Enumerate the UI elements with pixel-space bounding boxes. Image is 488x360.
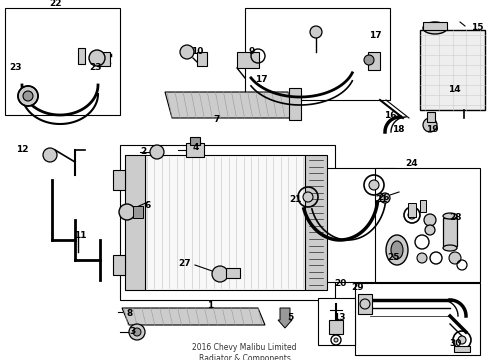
Text: 2: 2 — [140, 148, 146, 157]
Circle shape — [89, 50, 105, 66]
Bar — [289, 168, 394, 282]
Text: 27: 27 — [178, 260, 191, 269]
Bar — [113, 255, 125, 275]
Text: 26: 26 — [376, 193, 388, 202]
Text: 16: 16 — [383, 111, 395, 120]
Bar — [145, 155, 305, 290]
Ellipse shape — [422, 22, 446, 34]
Bar — [197, 52, 206, 66]
Text: 23: 23 — [88, 63, 101, 72]
FancyArrow shape — [278, 308, 291, 328]
Circle shape — [303, 192, 312, 202]
Bar — [288, 88, 301, 120]
Bar — [419, 200, 425, 212]
Bar — [426, 112, 434, 122]
Text: 24: 24 — [405, 158, 417, 167]
Bar — [125, 155, 145, 290]
Bar — [237, 52, 259, 68]
Circle shape — [379, 193, 389, 203]
Circle shape — [424, 225, 434, 235]
Bar — [120, 145, 334, 300]
Text: 5: 5 — [286, 314, 292, 323]
Polygon shape — [164, 92, 294, 118]
Ellipse shape — [442, 213, 456, 219]
Circle shape — [150, 145, 163, 159]
Text: 3: 3 — [130, 328, 136, 337]
Text: 21: 21 — [375, 195, 387, 204]
Text: 29: 29 — [351, 284, 364, 292]
Text: 30: 30 — [449, 339, 461, 348]
Bar — [113, 170, 125, 190]
Text: 14: 14 — [447, 85, 459, 94]
Circle shape — [212, 266, 227, 282]
Text: 11: 11 — [74, 231, 86, 240]
Circle shape — [309, 26, 321, 38]
Ellipse shape — [390, 241, 402, 259]
Circle shape — [180, 45, 194, 59]
Text: 17: 17 — [368, 31, 381, 40]
Bar — [453, 346, 469, 352]
Circle shape — [423, 214, 435, 226]
Bar — [422, 22, 446, 30]
Bar — [407, 203, 415, 217]
Circle shape — [133, 328, 141, 336]
Bar — [374, 168, 479, 282]
Bar — [367, 52, 379, 70]
Bar — [185, 143, 203, 157]
Text: 6: 6 — [144, 201, 151, 210]
Circle shape — [129, 324, 145, 340]
Circle shape — [448, 252, 460, 264]
Text: 12: 12 — [16, 145, 28, 154]
Text: 7: 7 — [213, 116, 220, 125]
Text: 20: 20 — [333, 279, 346, 288]
Text: 9: 9 — [248, 48, 255, 57]
Text: 13: 13 — [332, 314, 345, 323]
Polygon shape — [122, 308, 264, 325]
Text: 25: 25 — [386, 252, 398, 261]
Text: 2016 Chevy Malibu Limited
Radiator & Components: 2016 Chevy Malibu Limited Radiator & Com… — [192, 343, 296, 360]
Text: 15: 15 — [470, 23, 482, 32]
Bar — [225, 268, 240, 278]
Bar — [357, 294, 371, 314]
Circle shape — [422, 118, 436, 132]
Ellipse shape — [442, 245, 456, 251]
Bar — [419, 30, 484, 110]
Text: 18: 18 — [391, 126, 404, 135]
Text: 19: 19 — [425, 126, 437, 135]
Bar — [442, 218, 456, 246]
Circle shape — [18, 86, 38, 106]
Circle shape — [119, 204, 135, 220]
Ellipse shape — [385, 235, 407, 265]
Bar — [244, 8, 389, 100]
Text: 22: 22 — [49, 0, 61, 9]
Text: 28: 28 — [448, 213, 460, 222]
Circle shape — [407, 211, 415, 219]
Circle shape — [43, 148, 57, 162]
Circle shape — [363, 55, 373, 65]
Circle shape — [23, 91, 33, 101]
Bar — [97, 52, 110, 66]
Text: 17: 17 — [254, 76, 267, 85]
Bar — [133, 206, 142, 218]
Text: 8: 8 — [126, 309, 133, 318]
Text: 23: 23 — [9, 63, 21, 72]
Bar — [354, 283, 479, 355]
Bar — [78, 48, 85, 64]
Circle shape — [333, 338, 337, 342]
Bar — [190, 137, 200, 145]
Text: 1: 1 — [206, 302, 213, 310]
Text: 10: 10 — [190, 48, 203, 57]
Bar — [328, 320, 342, 334]
Text: 21: 21 — [289, 195, 302, 204]
Circle shape — [368, 180, 378, 190]
Bar — [317, 298, 354, 345]
Circle shape — [457, 336, 465, 344]
Bar — [305, 155, 326, 290]
Circle shape — [416, 253, 426, 263]
Text: 4: 4 — [192, 144, 199, 153]
Bar — [5, 8, 120, 115]
